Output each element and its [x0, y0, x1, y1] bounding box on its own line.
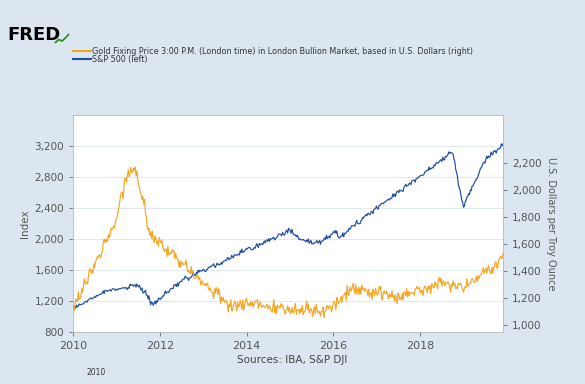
Y-axis label: U.S. Dollars per Troy Ounce: U.S. Dollars per Troy Ounce [546, 157, 556, 290]
Text: S&P 500 (left): S&P 500 (left) [92, 55, 148, 64]
Text: 2010: 2010 [87, 367, 106, 377]
Text: Gold Fixing Price 3:00 P.M. (London time) in London Bullion Market, based in U.S: Gold Fixing Price 3:00 P.M. (London time… [92, 47, 473, 56]
Text: Sources: IBA, S&P DJI: Sources: IBA, S&P DJI [238, 355, 347, 365]
Text: FRED: FRED [7, 26, 60, 44]
Y-axis label: Index: Index [20, 209, 30, 238]
